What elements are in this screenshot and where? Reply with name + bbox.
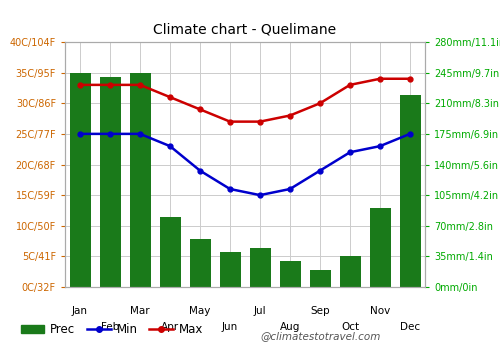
Bar <box>70 73 90 287</box>
Text: Jun: Jun <box>222 322 238 332</box>
Text: Sep: Sep <box>310 306 330 316</box>
Bar <box>400 94 420 287</box>
Text: Aug: Aug <box>280 322 300 332</box>
Text: Mar: Mar <box>130 306 150 316</box>
Bar <box>370 208 390 287</box>
Bar <box>130 73 150 287</box>
Bar <box>160 217 180 287</box>
Bar <box>220 252 240 287</box>
Bar <box>190 239 210 287</box>
Text: Feb: Feb <box>101 322 119 332</box>
Text: Jul: Jul <box>254 306 266 316</box>
Text: Jan: Jan <box>72 306 88 316</box>
Bar <box>100 77 120 287</box>
Text: Dec: Dec <box>400 322 420 332</box>
Bar <box>250 248 270 287</box>
Text: Oct: Oct <box>341 322 359 332</box>
Legend: Prec, Min, Max: Prec, Min, Max <box>16 318 208 341</box>
Bar <box>310 270 330 287</box>
Text: @climatestotravel.com: @climatestotravel.com <box>260 331 380 341</box>
Text: Nov: Nov <box>370 306 390 316</box>
Bar <box>280 261 300 287</box>
Title: Climate chart - Quelimane: Climate chart - Quelimane <box>154 23 336 37</box>
Bar <box>340 256 360 287</box>
Text: Apr: Apr <box>161 322 179 332</box>
Text: May: May <box>190 306 210 316</box>
